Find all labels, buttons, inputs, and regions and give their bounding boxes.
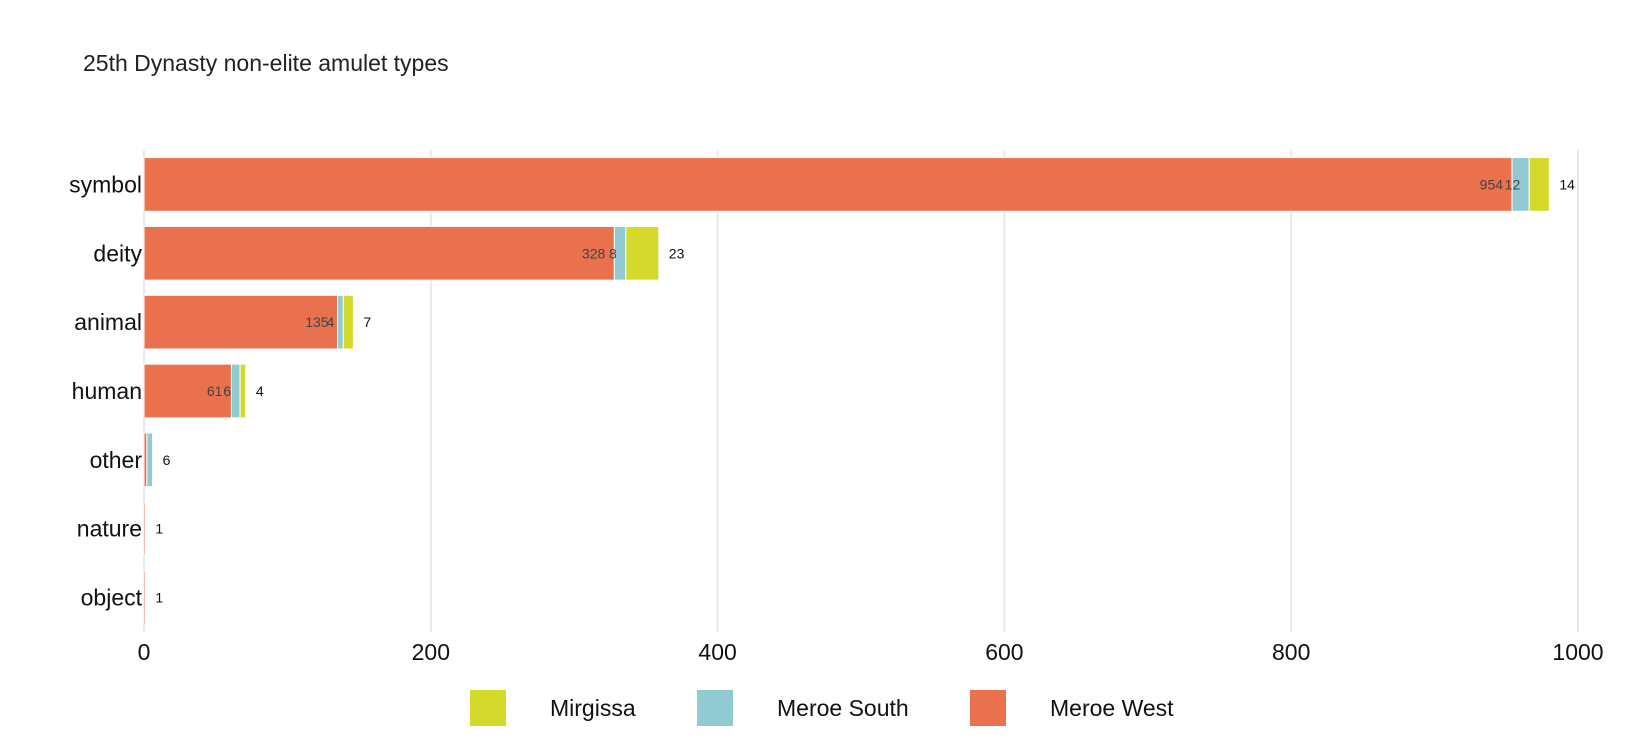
bar-end-label: 4	[256, 383, 264, 399]
bar-segment	[337, 294, 344, 350]
bar-end-label: 23	[669, 245, 685, 261]
bar-segment	[239, 363, 247, 419]
bar-segment-label: 8	[609, 245, 617, 261]
category-label: deity	[93, 240, 142, 266]
bar-segment-label: 4	[327, 314, 335, 330]
bar-segment	[1528, 157, 1550, 212]
legend-item[interactable]: Meroe South	[697, 690, 909, 726]
bar-segment	[230, 363, 241, 419]
bar-segment	[143, 225, 615, 281]
bar-end-label: 1	[155, 590, 163, 606]
bar-segment	[143, 501, 146, 557]
x-tick-label: 800	[1272, 639, 1310, 665]
legend-swatch	[697, 690, 733, 726]
legend-item[interactable]: Mirgissa	[470, 690, 636, 726]
category-label: object	[81, 585, 143, 611]
x-tick-label: 200	[412, 639, 450, 665]
bar-segment-label: 135	[305, 314, 329, 330]
category-label: symbol	[69, 171, 142, 197]
bar-end-label: 14	[1559, 176, 1575, 192]
x-tick-label: 600	[985, 639, 1023, 665]
bar-segment-label: 12	[1505, 176, 1521, 192]
category-label: animal	[74, 309, 142, 335]
value-axis: 0 200 400 600 800 1000	[138, 639, 1604, 665]
category-label: nature	[77, 516, 142, 542]
bar-segment	[143, 294, 339, 350]
bars	[143, 157, 1550, 625]
x-tick-label: 0	[138, 639, 151, 665]
bar-segment-label: 954	[1480, 176, 1504, 192]
legend-label: Meroe West	[1050, 694, 1174, 721]
legend: Mirgissa Meroe South Meroe West	[0, 690, 1650, 730]
bar-end-label: 7	[363, 314, 371, 330]
x-tick-label: 400	[698, 639, 736, 665]
bar-segment	[625, 225, 660, 281]
category-label: other	[90, 447, 143, 473]
gridlines	[143, 150, 1579, 632]
bar-segment	[143, 157, 1513, 212]
bar-end-label: 1	[155, 521, 163, 537]
bar-segment-label: 61	[207, 383, 223, 399]
x-tick-label: 1000	[1552, 639, 1603, 665]
bar-segment	[143, 570, 146, 625]
bar-segment	[146, 432, 154, 488]
legend-swatch	[970, 690, 1006, 726]
bar-segment	[342, 294, 354, 350]
bar-segment-label: 328	[582, 245, 606, 261]
category-axis: symbol deity animal human other nature object	[69, 171, 142, 610]
bar-segment	[143, 363, 232, 419]
legend-label: Meroe South	[777, 694, 909, 721]
legend-item[interactable]: Meroe West	[970, 690, 1174, 726]
category-label: human	[72, 378, 142, 404]
legend-swatch	[470, 690, 506, 726]
chart-title: 25th Dynasty non-elite amulet types	[83, 50, 449, 76]
bar-end-label: 6	[163, 452, 171, 468]
legend-label: Mirgissa	[550, 694, 636, 721]
bar-segment-label: 6	[223, 383, 231, 399]
